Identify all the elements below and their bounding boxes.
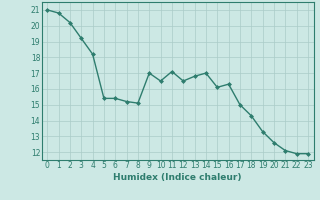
X-axis label: Humidex (Indice chaleur): Humidex (Indice chaleur) bbox=[113, 173, 242, 182]
